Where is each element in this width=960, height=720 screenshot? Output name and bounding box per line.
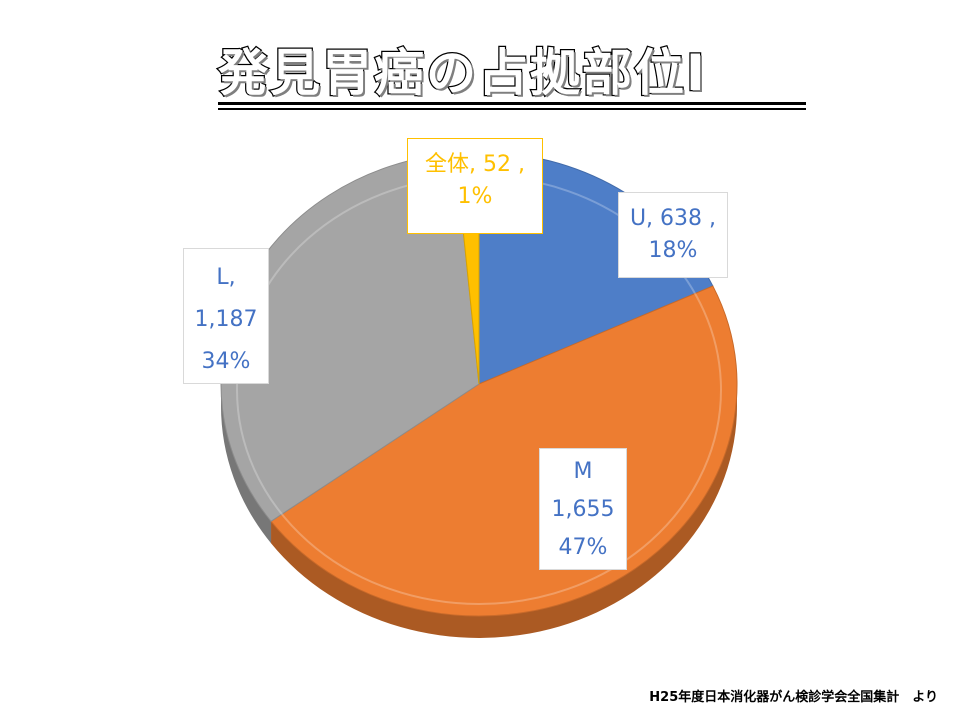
data-label-M-line-1: 1,655 bbox=[551, 497, 615, 522]
slide-title: 発見胃癌の占拠部位Ⅰ bbox=[217, 43, 808, 110]
data-label-L-line-1: 1,187 bbox=[194, 307, 258, 332]
data-label-L-line-2: 34% bbox=[201, 349, 251, 374]
data-label-全体-line-0: 全体, 52 , bbox=[425, 152, 525, 177]
source-note: H25年度日本消化器がん検診学会全国集計 より bbox=[649, 690, 938, 705]
data-label-U-line-0: U, 638 , bbox=[629, 206, 717, 231]
data-label-L-line-0: L, bbox=[216, 265, 236, 290]
data-label-全体: 全体, 52 , 1% bbox=[407, 138, 543, 234]
pie-side-L bbox=[221, 384, 272, 544]
data-label-L: L, 1,187 34% bbox=[183, 248, 269, 384]
data-label-U-line-1: 18% bbox=[648, 238, 698, 263]
data-label-全体-line-1: 1% bbox=[457, 184, 493, 209]
data-label-M-line-0: M bbox=[573, 459, 593, 484]
data-label-M: M 1,655 47% bbox=[539, 448, 627, 570]
data-label-U: U, 638 , 18% bbox=[618, 192, 728, 278]
pie-side-walls bbox=[221, 384, 737, 638]
data-label-M-line-2: 47% bbox=[558, 535, 608, 560]
slide-title-text: 発見胃癌の占拠部位Ⅰ bbox=[217, 43, 707, 104]
title-underline bbox=[218, 102, 806, 105]
title-underline-2 bbox=[218, 108, 806, 110]
